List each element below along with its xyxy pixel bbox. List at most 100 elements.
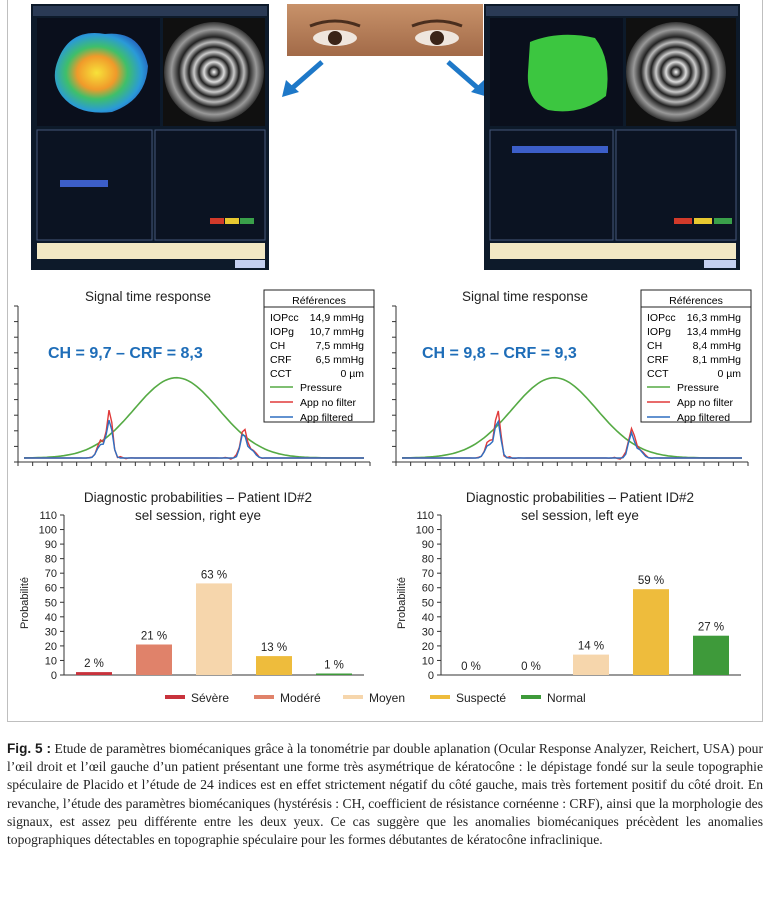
bar-value-label: 27 % xyxy=(698,622,724,634)
bar-value-label: 13 % xyxy=(261,642,287,654)
y-tick-label: 60 xyxy=(45,583,57,595)
figure-frame xyxy=(7,0,763,722)
bar xyxy=(633,589,669,675)
ref-value: 14,9 mmHg xyxy=(310,312,364,324)
bar xyxy=(693,635,729,675)
legend-label: Sévère xyxy=(191,691,229,705)
bar xyxy=(136,644,172,675)
signal-panel-left: Signal time response CH = 9,8 – CRF = 9,… xyxy=(392,289,752,466)
ref-label: IOPg xyxy=(647,326,671,338)
bar xyxy=(76,672,112,675)
y-axis-label: Probabilité xyxy=(396,577,408,629)
arrow-right-eye-icon xyxy=(282,60,324,97)
y-tick-label: 110 xyxy=(39,510,57,522)
y-tick-label: 80 xyxy=(45,554,57,566)
series-label-app-filtered: App filtered xyxy=(677,412,730,424)
app-filtered-curve xyxy=(402,419,742,459)
bar-value-label: 0 % xyxy=(521,661,541,673)
signal-panel-right: Signal time response CH = 9,7 – CRF = 8,… xyxy=(14,289,375,466)
y-tick-label: 20 xyxy=(45,641,57,653)
legend-swatch xyxy=(430,695,450,699)
y-tick-label: 90 xyxy=(422,539,434,551)
y-tick-label: 30 xyxy=(422,626,434,638)
y-tick-label: 10 xyxy=(422,655,434,667)
bar-value-label: 2 % xyxy=(84,658,104,670)
legend-swatch xyxy=(343,695,363,699)
legend-label: Normal xyxy=(547,691,586,705)
series-label-app-no-filter: App no filter xyxy=(300,397,357,409)
y-tick-label: 40 xyxy=(422,612,434,624)
y-axis-label: Probabilité xyxy=(19,577,31,629)
ref-value: 8,1 mmHg xyxy=(693,354,742,366)
y-tick-label: 90 xyxy=(45,539,57,551)
ref-label: IOPcc xyxy=(270,312,299,324)
signal-title-left: Signal time response xyxy=(462,289,588,304)
y-tick-label: 110 xyxy=(416,510,434,522)
ref-value: 13,4 mmHg xyxy=(687,326,741,338)
y-tick-label: 50 xyxy=(45,597,57,609)
y-tick-label: 70 xyxy=(422,568,434,580)
figure-graphic: Signal time response CH = 9,7 – CRF = 8,… xyxy=(14,4,752,705)
ref-value: 10,7 mmHg xyxy=(310,326,364,338)
topography-screenshot-right xyxy=(31,4,269,270)
bar-chart-left-eye: Diagnostic probabilities – Patient ID#2 s… xyxy=(396,490,741,682)
patient-eyes-photo xyxy=(287,4,483,56)
ref-value: 8,4 mmHg xyxy=(693,340,742,352)
chart-subtitle: sel session, left eye xyxy=(521,508,639,523)
series-label-pressure: Pressure xyxy=(677,382,719,394)
app-filtered-curve xyxy=(24,419,364,459)
references-list-left: IOPcc 16,3 mmHg IOPg 13,4 mmHg CH 8,4 mm… xyxy=(647,312,741,380)
references-title-left: Références xyxy=(669,295,723,307)
chart-title: Diagnostic probabilities – Patient ID#2 xyxy=(84,490,312,505)
bar xyxy=(316,673,352,675)
legend-swatch xyxy=(165,695,185,699)
ref-value: 16,3 mmHg xyxy=(687,312,741,324)
y-tick-label: 30 xyxy=(45,626,57,638)
bar-chart-right-eye: Diagnostic probabilities – Patient ID#2 s… xyxy=(19,490,364,682)
chart-legend: Sévère Modéré Moyen Suspecté Normal xyxy=(165,691,586,705)
chart-subtitle: sel session, right eye xyxy=(135,508,261,523)
bar-value-label: 21 % xyxy=(141,631,167,643)
legend-label: Modéré xyxy=(280,691,321,705)
y-tick-label: 0 xyxy=(51,670,57,682)
ref-label: CCT xyxy=(647,368,669,380)
y-tick-label: 70 xyxy=(45,568,57,580)
ref-label: CH xyxy=(270,340,285,352)
ref-label: IOPg xyxy=(270,326,294,338)
ref-label: CCT xyxy=(270,368,292,380)
bar xyxy=(196,583,232,675)
caption-label: Fig. 5 : xyxy=(7,741,52,756)
y-tick-label: 100 xyxy=(416,525,434,537)
y-tick-label: 10 xyxy=(45,655,57,667)
ref-label: CRF xyxy=(647,354,669,366)
references-box-left xyxy=(640,289,752,423)
signal-axes xyxy=(14,305,371,466)
bar-value-label: 1 % xyxy=(324,660,344,672)
signal-headline-left: CH = 9,8 – CRF = 9,3 xyxy=(422,345,577,362)
ref-value: 6,5 mmHg xyxy=(316,354,365,366)
bar xyxy=(256,656,292,675)
chart-title: Diagnostic probabilities – Patient ID#2 xyxy=(466,490,694,505)
references-box-right xyxy=(263,289,375,423)
y-tick-label: 100 xyxy=(39,525,57,537)
bar-value-label: 63 % xyxy=(201,569,227,581)
series-label-pressure: Pressure xyxy=(300,382,342,394)
legend-swatch xyxy=(521,695,541,699)
ref-label: CRF xyxy=(270,354,292,366)
y-tick-label: 0 xyxy=(428,670,434,682)
bar-value-label: 59 % xyxy=(638,575,664,587)
caption-text: Etude de paramètres biomécaniques grâce … xyxy=(7,741,763,848)
figure-caption: Fig. 5 : Etude de paramètres biomécaniqu… xyxy=(7,740,763,849)
legend-swatch xyxy=(254,695,274,699)
ref-value: 7,5 mmHg xyxy=(316,340,365,352)
signal-headline-right: CH = 9,7 – CRF = 8,3 xyxy=(48,345,203,362)
y-tick-label: 80 xyxy=(422,554,434,566)
legend-label: Moyen xyxy=(369,691,405,705)
y-tick-label: 40 xyxy=(45,612,57,624)
y-tick-label: 60 xyxy=(422,583,434,595)
ref-label: CH xyxy=(647,340,662,352)
arrow-left-eye-icon xyxy=(446,60,488,97)
bar-value-label: 0 % xyxy=(461,661,481,673)
ref-value: 0 µm xyxy=(717,368,741,380)
y-tick-label: 20 xyxy=(422,641,434,653)
